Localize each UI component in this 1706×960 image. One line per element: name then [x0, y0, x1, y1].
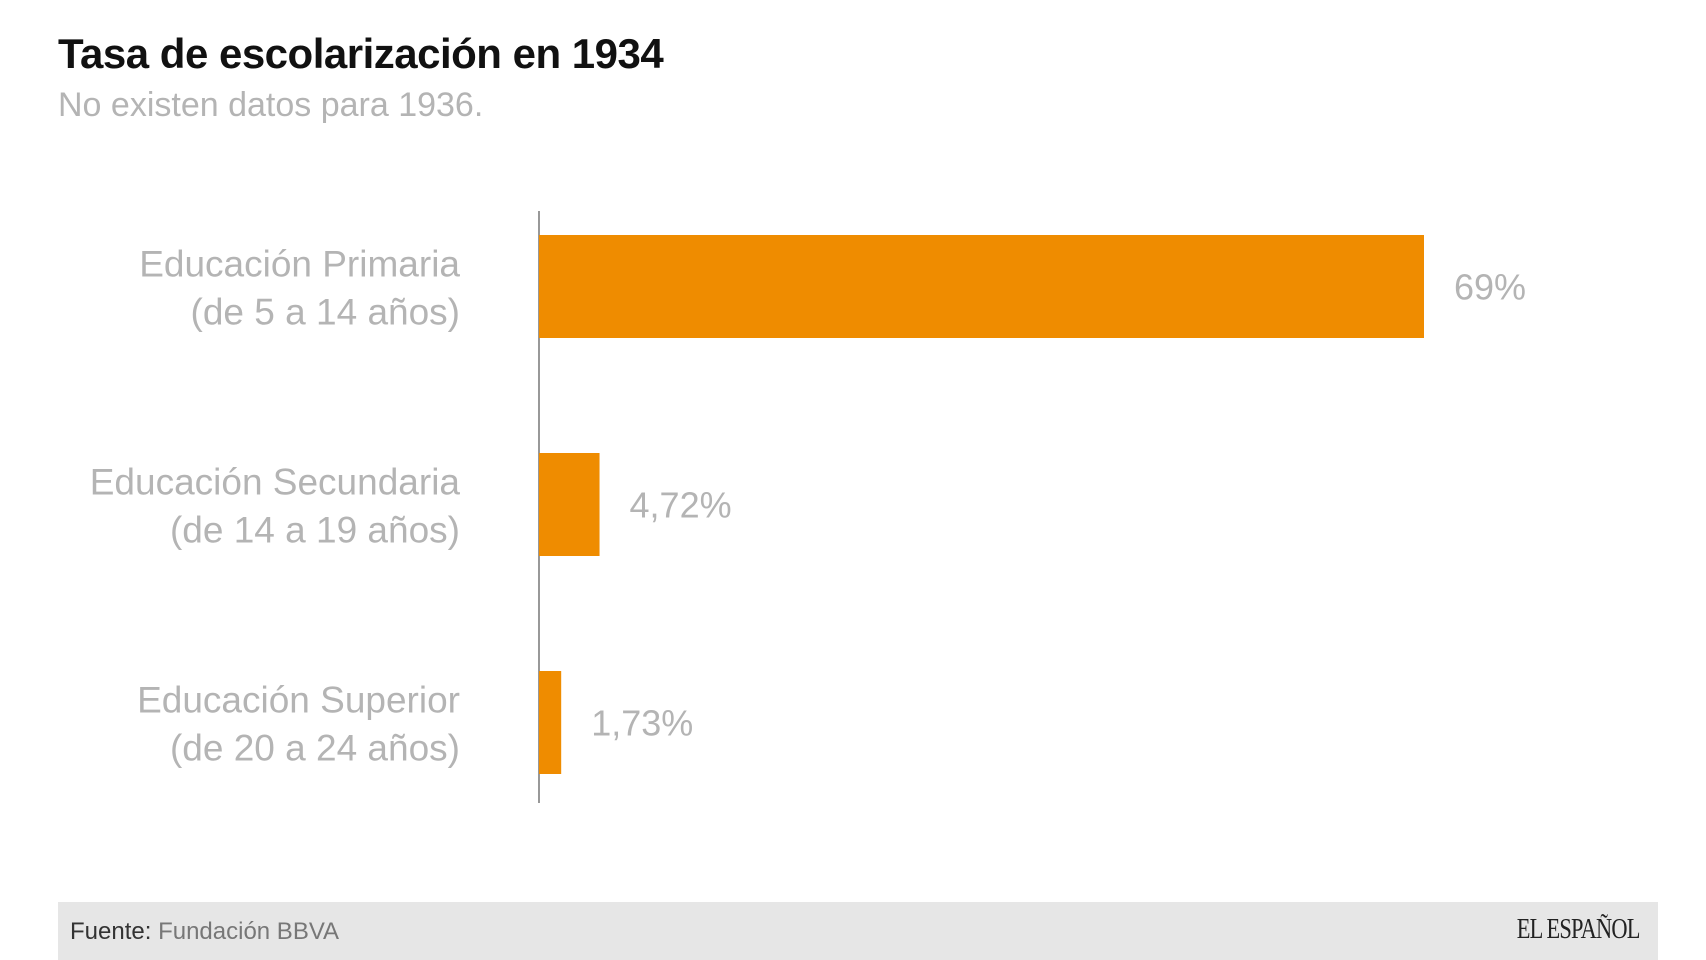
category-label: (de 5 a 14 años): [191, 292, 460, 333]
value-label: 4,72%: [630, 485, 732, 526]
footer: Fuente: Fundación BBVA EL ESPAÑOL: [58, 902, 1658, 960]
bar: [539, 671, 562, 774]
category-label: Educación Secundaria: [90, 462, 461, 503]
source-value: Fundación BBVA: [158, 918, 340, 945]
chart-title: Tasa de escolarización en 1934: [58, 30, 664, 77]
source: Fuente: Fundación BBVA: [70, 918, 339, 946]
value-label: 69%: [1454, 267, 1526, 308]
value-label: 1,73%: [591, 703, 693, 744]
source-label: Fuente:: [70, 918, 152, 945]
category-label: (de 20 a 24 años): [170, 728, 460, 769]
category-label: (de 14 a 19 años): [170, 510, 460, 551]
bar-chart: 69% Educación Primaria (de 5 a 14 años) 4,7…: [90, 211, 1526, 803]
category-label: Educación Primaria: [139, 244, 460, 285]
chart-subtitle: No existen datos para 1936.: [58, 86, 484, 124]
el-espanol-logo: EL ESPAÑOL: [1517, 914, 1641, 945]
category-label: Educación Superior: [137, 680, 460, 721]
bar: [539, 235, 1424, 338]
bar: [539, 453, 600, 556]
